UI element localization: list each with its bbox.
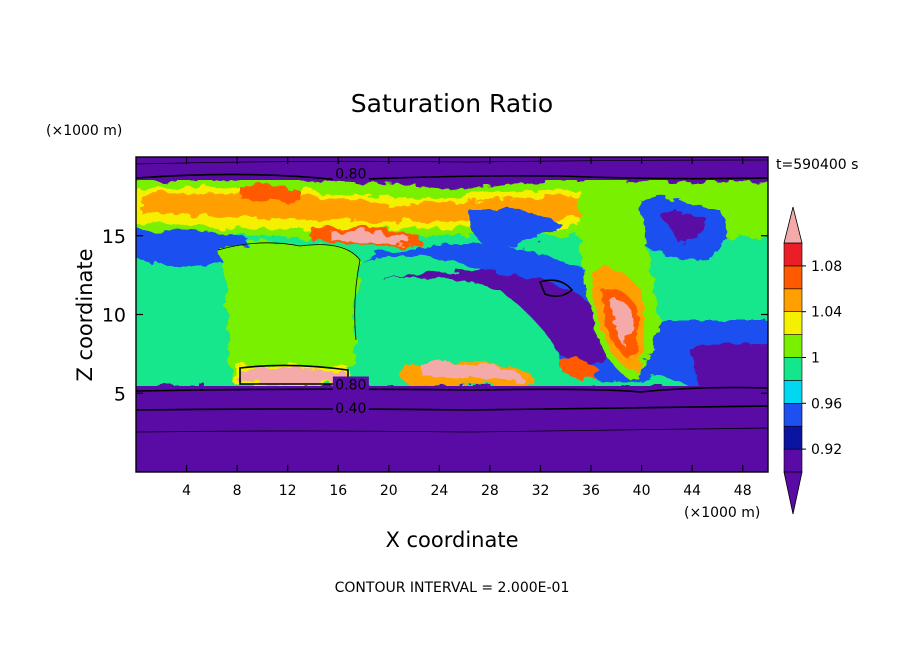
x-tick-label: 4 <box>182 483 191 499</box>
colorbar-segment <box>783 402 803 427</box>
contour-interval-footer: CONTOUR INTERVAL = 2.000E-01 <box>335 580 570 596</box>
x-tick-label: 20 <box>380 483 398 499</box>
x-tick-label: 12 <box>279 483 297 499</box>
colorbar-segment <box>783 242 803 267</box>
x-axis-ticks: 4 8 12 16 20 24 28 32 36 40 44 48 <box>182 157 752 499</box>
contour-label: 0.80 <box>335 166 366 182</box>
colorbar-tick-label: 1 <box>811 351 820 367</box>
colorbar-segment <box>783 334 803 358</box>
contour-label: 0.80 <box>335 378 366 394</box>
colorbar-under-triangle <box>783 471 803 515</box>
colorbar: 0.92 0.96 1 1.04 1.08 <box>783 206 842 515</box>
contour-label-bg <box>332 376 369 392</box>
colorbar-tick-label: 1.04 <box>811 305 842 321</box>
contour-label-bg <box>332 400 369 416</box>
colorbar-tick-label: 1.08 <box>811 259 842 275</box>
y-axis-label: Z coordinate <box>73 248 97 381</box>
x-unit-label: (×1000 m) <box>684 505 760 521</box>
x-tick-label: 28 <box>481 483 499 499</box>
colorbar-segment <box>783 425 803 450</box>
contour-label-bg <box>332 165 369 181</box>
colorbar-tick-label: 0.96 <box>811 396 842 412</box>
colorbar-segment <box>783 288 803 312</box>
colorbar-segment <box>783 357 803 381</box>
time-label: t=590400 s <box>776 157 858 173</box>
colorbar-segment <box>783 448 803 473</box>
x-tick-label: 48 <box>734 483 752 499</box>
x-tick-label: 24 <box>430 483 448 499</box>
colorbar-tick-label: 0.92 <box>811 442 842 458</box>
y-unit-label: (×1000 m) <box>46 123 122 139</box>
chart-title: Saturation Ratio <box>351 89 553 118</box>
contour-label: 0.40 <box>335 401 366 417</box>
x-tick-label: 44 <box>683 483 701 499</box>
y-tick-label: 5 <box>114 383 126 405</box>
x-tick-label: 16 <box>329 483 347 499</box>
colorbar-segment <box>783 311 803 335</box>
y-tick-label: 15 <box>102 226 126 248</box>
x-tick-label: 40 <box>633 483 651 499</box>
colorbar-segment <box>783 265 803 290</box>
colorbar-over-triangle <box>783 206 803 244</box>
saturation-field <box>136 157 768 472</box>
x-tick-label: 36 <box>582 483 600 499</box>
x-axis-label: X coordinate <box>385 528 518 552</box>
contour-labels: 0.80 0.80 0.40 <box>332 165 369 417</box>
x-tick-label: 32 <box>532 483 550 499</box>
y-tick-label: 10 <box>102 305 126 327</box>
y-axis-ticks: 5 10 15 <box>102 226 768 405</box>
colorbar-segment <box>783 380 803 404</box>
x-tick-label: 8 <box>233 483 242 499</box>
